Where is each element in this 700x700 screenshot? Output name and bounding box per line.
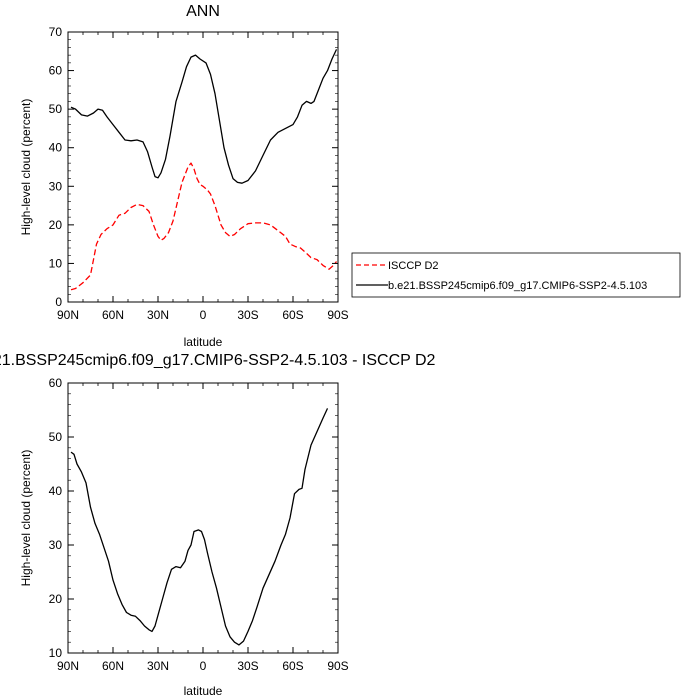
top-plot-frame: [67, 31, 339, 303]
legend-box: [351, 252, 681, 298]
bottom-y-tick-label: 40: [49, 484, 63, 498]
bottom-chart: b.e21.BSSP245cmip6.f09_g17.CMIP6-SSP2-4.…: [0, 352, 436, 698]
legend: ISCCP D2 b.e21.BSSP245cmip6.f09_g17.CMIP…: [351, 252, 681, 298]
legend-label-isccp: ISCCP D2: [388, 260, 439, 272]
legend-label-model: b.e21.BSSP245cmip6.f09_g17.CMIP6-SSP2-4.…: [388, 280, 647, 292]
bottom-plot-frame: [67, 382, 339, 654]
bottom-x-axis-label: latitude: [184, 684, 223, 698]
bottom-y-tick-label: 20: [49, 592, 63, 606]
bottom-x-tick-label: 90N: [57, 659, 79, 673]
bottom-x-tick-label: 30N: [147, 659, 169, 673]
bottom-y-tick-label: 60: [49, 376, 63, 390]
bottom-x-tick-label: 60S: [282, 659, 303, 673]
top-y-tick-label: 50: [49, 102, 63, 116]
top-x-tick-label: 30S: [237, 308, 258, 322]
bottom-x-tick-label: 90S: [327, 659, 348, 673]
bottom-x-tick-label: 60N: [102, 659, 124, 673]
bottom-chart-title: b.e21.BSSP245cmip6.f09_g17.CMIP6-SSP2-4.…: [0, 352, 436, 369]
top-x-tick-label: 0: [200, 308, 207, 322]
top-chart: ANN 90N 60N 30N 0 30S 60S 90S 0 10 20 30 40 50 60 70 H…: [19, 3, 349, 349]
bottom-y-tick-label: 30: [49, 538, 63, 552]
top-x-tick-label: 60S: [282, 308, 303, 322]
top-y-tick-label: 10: [49, 256, 63, 270]
top-y-tick-label: 30: [49, 179, 63, 193]
top-y-tick-label: 0: [55, 295, 62, 309]
top-y-axis-label: High-level cloud (percent): [19, 99, 33, 236]
bottom-y-axis-label: High-level cloud (percent): [19, 450, 33, 587]
top-series-line-1: [70, 49, 338, 184]
top-x-tick-label: 60N: [102, 308, 124, 322]
bottom-y-tick-label: 10: [49, 646, 63, 660]
top-series-line-0: [70, 162, 338, 291]
top-x-tick-label: 90N: [57, 308, 79, 322]
top-chart-title: ANN: [186, 3, 220, 20]
bottom-series-line-0: [70, 408, 329, 646]
top-y-tick-label: 60: [49, 64, 63, 78]
top-x-tick-label: 90S: [327, 308, 348, 322]
top-y-tick-label: 20: [49, 218, 63, 232]
top-y-tick-label: 40: [49, 141, 63, 155]
bottom-x-tick-label: 0: [200, 659, 207, 673]
bottom-x-tick-label: 30S: [237, 659, 258, 673]
top-x-tick-label: 30N: [147, 308, 169, 322]
bottom-y-tick-label: 50: [49, 430, 63, 444]
top-y-tick-label: 70: [49, 25, 63, 39]
top-x-axis-label: latitude: [184, 335, 223, 349]
